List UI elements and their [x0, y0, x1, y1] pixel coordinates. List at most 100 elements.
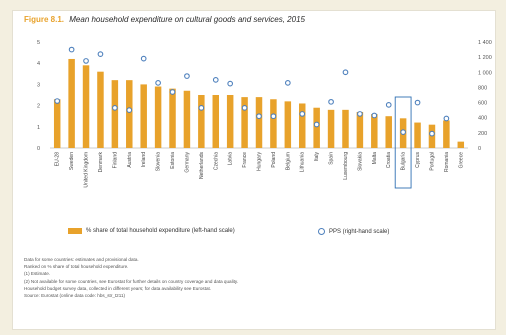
x-tick-label: Belgium: [285, 152, 291, 170]
x-tick-label: Austria: [127, 152, 133, 168]
marker-point: [342, 69, 349, 76]
bar: [198, 95, 205, 148]
marker-point: [371, 112, 378, 119]
note-line: (2) Not available for some countries, se…: [24, 278, 239, 284]
x-tick-label: Latvia: [228, 152, 234, 166]
bar: [212, 95, 220, 148]
bar: [154, 86, 162, 148]
y-right-tick-label: 1 400: [478, 40, 492, 46]
bar: [342, 109, 349, 148]
x-tick-label: Germany: [184, 152, 190, 173]
marker-point: [227, 80, 234, 87]
y-right-tick-label: 0: [478, 146, 481, 152]
bar: [457, 141, 465, 148]
y-right-tick-label: 1 000: [478, 70, 492, 76]
bar: [97, 71, 104, 148]
x-tick-label: EU-28: [55, 152, 61, 166]
bar: [385, 116, 392, 148]
marker-point: [97, 51, 104, 57]
x-tick-label: Italy: [314, 152, 320, 162]
x-tick-label: France: [242, 152, 248, 168]
y-right-tick-label: 1 200: [478, 55, 492, 61]
marker-point: [429, 130, 435, 137]
marker-point: [256, 113, 262, 120]
y-left-tick-label: 3: [37, 82, 40, 88]
legend-swatch-bar: [68, 228, 82, 234]
y-left-tick-label: 0: [37, 146, 40, 152]
marker-point: [126, 107, 133, 113]
note-line: Ranked on % share of total household exp…: [24, 264, 129, 270]
legend-item-markers: PPS (right-hand scale): [318, 228, 389, 235]
bar-series: [53, 58, 465, 148]
bar: [140, 84, 147, 148]
x-tick-label: Lithuania: [300, 152, 306, 173]
x-tick-label: United Kingdom: [84, 152, 90, 188]
x-tick-label: Czechia: [213, 152, 219, 170]
figure-label: Figure 8.1.: [24, 15, 65, 24]
marker-point: [299, 111, 306, 117]
marker-point: [400, 129, 406, 135]
x-tick-label: Netherlands: [199, 152, 205, 179]
x-tick-label: Hungary: [257, 152, 263, 171]
x-tick-label: Slovakia: [357, 152, 363, 171]
y-left-tick-label: 1: [37, 125, 40, 131]
x-tick-label: Romania: [444, 152, 450, 172]
figure-title-text: Mean household expenditure on cultural g…: [69, 15, 305, 24]
x-tick-label: Luxembourg: [343, 152, 349, 180]
y-left-tick-label: 2: [37, 104, 40, 110]
bar: [169, 88, 176, 148]
marker-point: [169, 89, 176, 95]
x-tick-label: Estonia: [170, 152, 176, 169]
bar: [284, 101, 292, 148]
legend-label-markers: PPS (right-hand scale): [329, 228, 390, 235]
x-tick-label: Malta: [372, 152, 378, 164]
bar: [327, 109, 335, 148]
y-right-tick-label: 800: [478, 85, 487, 91]
y-left-tick-label: 5: [37, 40, 40, 46]
bar: [356, 111, 364, 148]
x-tick-label: Ireland: [141, 152, 147, 168]
legend-item-bars: % share of total household expenditure (…: [68, 228, 235, 234]
note-line: (1) Estimate.: [24, 271, 51, 277]
marker-point: [155, 80, 161, 86]
x-tick-label: Greece: [458, 152, 464, 169]
bar: [443, 120, 450, 148]
legend: % share of total household expenditure (…: [62, 228, 482, 240]
x-tick-label: Finland: [112, 152, 118, 169]
y-right-tick-label: 200: [478, 131, 487, 137]
marker-point: [184, 73, 190, 79]
bar: [298, 103, 306, 148]
x-tick-label: Sweden: [69, 152, 75, 170]
figure-title: Figure 8.1. Mean household expenditure o…: [24, 15, 494, 24]
bar: [53, 99, 61, 148]
y-right-tick-label: 600: [478, 101, 487, 107]
chart-axes: 0 1 2 3 4 5 0 200 400 600 800 1 000 1 200 1 400: [37, 40, 492, 189]
marker-point: [212, 77, 219, 83]
x-axis-labels: EU-28 Sweden United Kingdom Denmark Finland A…: [55, 152, 465, 188]
x-tick-label: Denmark: [98, 152, 104, 173]
marker-point: [443, 115, 450, 122]
marker-point: [112, 105, 118, 111]
note-line: Data for some countries: estimates and p…: [24, 257, 139, 262]
bar: [183, 90, 191, 148]
marker-point: [241, 105, 248, 111]
x-tick-label: Slovenia: [156, 152, 162, 171]
legend-label-bars: % share of total household expenditure (…: [86, 228, 235, 234]
figure-frame: [12, 10, 496, 330]
bar: [126, 80, 133, 148]
marker-point: [414, 99, 421, 106]
y-left-tick-label: 4: [37, 61, 40, 67]
x-tick-label: Cyprus: [415, 152, 421, 168]
marker-point: [284, 80, 291, 86]
bar: [111, 80, 119, 148]
bar: [241, 97, 248, 148]
marker-point: [313, 121, 320, 128]
legend-swatch-marker: [318, 228, 325, 235]
x-tick-label: Croatia: [386, 152, 392, 168]
marker-point: [357, 111, 363, 117]
marker-point: [83, 58, 89, 64]
marker-point: [140, 55, 147, 62]
note-line: Household budget survey data, collected …: [24, 285, 212, 291]
marker-point: [54, 98, 61, 104]
